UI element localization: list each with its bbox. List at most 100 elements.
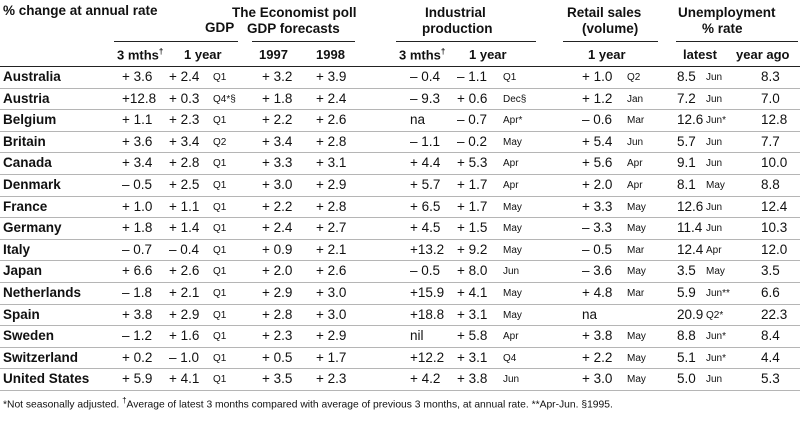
country-name: Denmark xyxy=(3,176,61,192)
table-row: Germany + 1.8 + 1.4 Q1 + 2.4 + 2.7 + 4.5 + 1.5 M… xyxy=(0,218,800,240)
country-name: Italy xyxy=(3,241,31,257)
unemp-year-ago-cell: 10.0 xyxy=(761,155,788,171)
country-name: Austria xyxy=(3,90,50,106)
unemp-year-ago-cell: 8.8 xyxy=(761,176,780,192)
ip-date-cell: May xyxy=(503,223,522,235)
unemp-latest-date-cell: Jun xyxy=(706,201,723,213)
gdp-date-cell: Q1 xyxy=(213,115,227,127)
table-row: Canada + 3.4 + 2.8 Q1 + 3.3 + 3.1 + 4.4 + 5.3 Ap… xyxy=(0,153,800,175)
country-name: Spain xyxy=(3,306,40,322)
forecast-1998-cell: + 3.0 xyxy=(316,306,347,322)
retail-underline xyxy=(563,41,658,42)
retail-date-cell: Apr xyxy=(627,158,643,170)
ip-date-cell: Apr xyxy=(503,179,519,191)
ip-3mths-cell: +18.8 xyxy=(410,306,445,322)
forecast-1998-cell: + 2.3 xyxy=(316,371,347,387)
unemp-latest-cell: 8.1 xyxy=(677,176,696,192)
gdp-1year-cell: + 2.8 xyxy=(169,155,200,171)
gdp-date-cell: Q1 xyxy=(213,72,227,83)
ip-1year-cell: – 0.2 xyxy=(457,133,488,149)
unemp-latest-date-cell: Jun xyxy=(706,223,723,235)
gdp-3mths-cell: + 6.6 xyxy=(122,263,153,279)
retail-1year-cell: – 3.3 xyxy=(582,220,613,236)
unemp-latest-cell: 8.8 xyxy=(677,328,696,344)
ip-3mths-cell: – 9.3 xyxy=(410,90,441,106)
retail-date-cell: Jun xyxy=(627,136,644,148)
ip-1year-cell: + 8.0 xyxy=(457,263,488,279)
gdp-1year-cell: + 2.5 xyxy=(169,176,200,192)
forecast-1997-cell: + 3.5 xyxy=(262,371,293,387)
unemp-latest-cell: 5.7 xyxy=(677,133,696,149)
unemp-year-ago-cell: 6.6 xyxy=(761,284,780,300)
retail-1year-cell: + 2.0 xyxy=(582,176,613,192)
unemp-year-ago-cell: 4.4 xyxy=(761,349,780,365)
header-ip-line2: production xyxy=(422,21,493,36)
gdp-date-cell: Q1 xyxy=(213,244,227,256)
gdp-date-cell: Q1 xyxy=(213,266,227,278)
table-row: Sweden – 1.2 + 1.6 Q1 + 2.3 + 2.9 nil + 5.8 Apr +… xyxy=(0,326,800,348)
forecast-1997-cell: + 2.8 xyxy=(262,306,293,322)
ip-date-cell: Apr* xyxy=(503,115,523,127)
retail-1year-cell: + 1.0 xyxy=(582,69,613,84)
ip-date-cell: May xyxy=(503,309,522,321)
unemp-year-ago-cell: 3.5 xyxy=(761,263,780,279)
gdp-underline xyxy=(114,41,238,42)
row-divider xyxy=(0,325,800,327)
forecast-1997-cell: + 3.0 xyxy=(262,176,293,192)
unemp-latest-date-cell: Jun** xyxy=(706,287,730,299)
unemp-latest-date-cell: Q2* xyxy=(706,309,724,321)
row-divider xyxy=(0,109,800,111)
table-row: Switzerland + 0.2 – 1.0 Q1 + 0.5 + 1.7 +12.2 + … xyxy=(0,348,800,370)
unemp-year-ago-cell: 22.3 xyxy=(761,306,788,322)
ip-3mths-cell: – 1.1 xyxy=(410,133,441,149)
gdp-3mths-cell: + 0.2 xyxy=(122,349,153,365)
unemp-year-ago-cell: 7.7 xyxy=(761,133,780,149)
forecast-1998-cell: + 3.9 xyxy=(316,69,347,84)
subheader-year-ago: year ago xyxy=(736,47,790,62)
row-divider xyxy=(0,217,800,219)
forecast-1998-cell: + 2.4 xyxy=(316,90,347,106)
retail-date-cell: Apr xyxy=(627,179,643,191)
gdp-date-cell: Q1 xyxy=(213,201,227,213)
country-name: Germany xyxy=(3,220,62,236)
subheader-ip-1year: 1 year xyxy=(469,47,507,62)
country-name: France xyxy=(3,198,48,214)
gdp-date-cell: Q1 xyxy=(213,287,227,299)
table-row: Austria +12.8 + 0.3 Q4*§ + 1.8 + 2.4 – 9.3 + 0.… xyxy=(0,89,800,111)
gdp-1year-cell: + 2.1 xyxy=(169,284,200,300)
row-divider xyxy=(0,173,800,175)
forecast-1998-cell: + 2.6 xyxy=(316,112,347,128)
forecast-1998-cell: + 3.1 xyxy=(316,155,347,171)
header-rule xyxy=(0,66,800,67)
subheader-gdp-3mths: 3 mths† xyxy=(117,47,164,63)
row-divider xyxy=(0,87,800,89)
ip-3mths-cell: +13.2 xyxy=(410,241,445,257)
ip-1year-cell: + 4.1 xyxy=(457,284,488,300)
forecast-1997-cell: + 3.2 xyxy=(262,69,293,84)
gdp-date-cell: Q1 xyxy=(213,158,227,170)
table-row: Belgium + 1.1 + 2.3 Q1 + 2.2 + 2.6 na – 0.7 Apr*… xyxy=(0,110,800,132)
gdp-3mths-cell: + 1.1 xyxy=(122,112,153,128)
ip-date-cell: Q1 xyxy=(503,72,517,83)
forecast-1997-cell: + 2.2 xyxy=(262,112,293,128)
header-ip-line1: Industrial xyxy=(425,5,486,20)
retail-1year-cell: + 5.6 xyxy=(582,155,613,171)
gdp-1year-cell: + 2.3 xyxy=(169,112,200,128)
subheader-retail-1year: 1 year xyxy=(588,47,626,62)
unemp-latest-cell: 12.4 xyxy=(677,241,704,257)
country-name: Canada xyxy=(3,155,52,171)
footnote: *Not seasonally adjusted. †Average of la… xyxy=(3,396,613,411)
unemp-latest-date-cell: Jun* xyxy=(706,352,727,364)
gdp-date-cell: Q2 xyxy=(213,136,227,148)
unemp-year-ago-cell: 7.0 xyxy=(761,90,780,106)
gdp-date-cell: Q1 xyxy=(213,374,227,386)
retail-1year-cell: + 5.4 xyxy=(582,133,613,149)
retail-1year-cell: na xyxy=(582,306,598,322)
unemp-year-ago-cell: 12.8 xyxy=(761,112,788,128)
gdp-3mths-cell: + 3.6 xyxy=(122,133,153,149)
country-name: Sweden xyxy=(3,328,55,344)
subheader-ip-3mths: 3 mths† xyxy=(399,47,446,63)
header-retail-line1: Retail sales xyxy=(567,5,642,20)
row-divider xyxy=(0,130,800,132)
